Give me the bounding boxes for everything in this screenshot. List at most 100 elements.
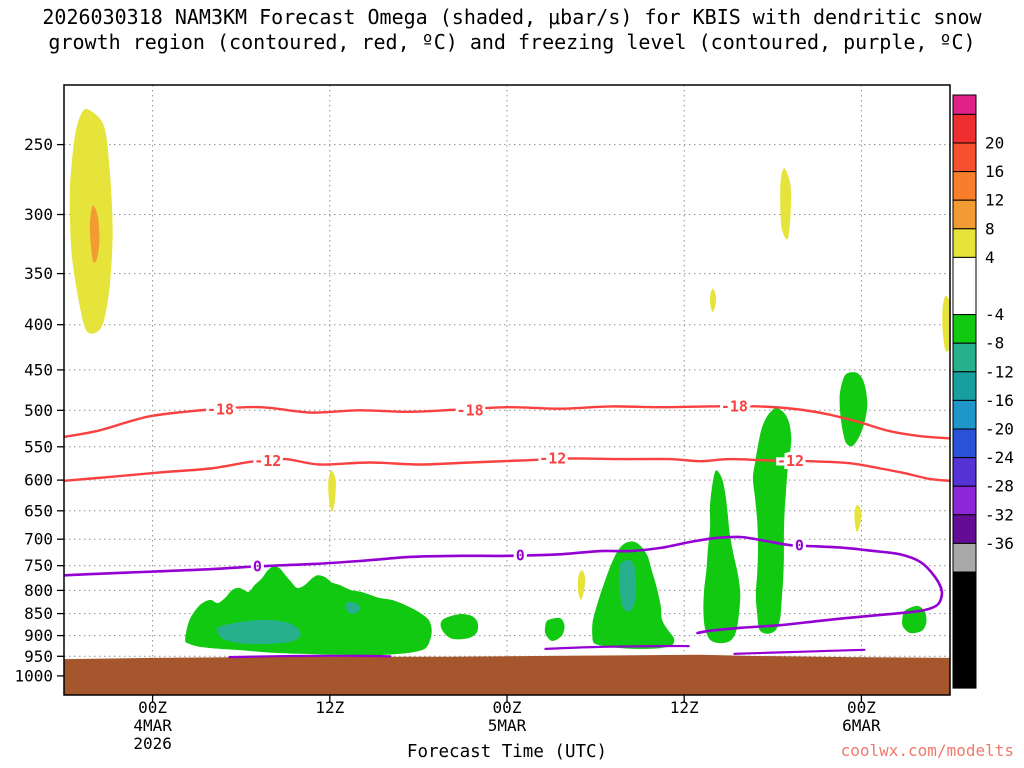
colorbar-segment bbox=[952, 428, 977, 459]
colorbar-tick-label: -8 bbox=[985, 334, 1004, 353]
colorbar-tick-label: -32 bbox=[985, 505, 1014, 524]
colorbar-tick-label: 16 bbox=[985, 162, 1004, 181]
time-tick-label: 00Z bbox=[138, 698, 167, 717]
grid-layer bbox=[64, 85, 950, 695]
dgz-contour-minus18-label: -18 bbox=[457, 401, 484, 419]
pressure-tick-label: 800 bbox=[24, 581, 53, 600]
colorbar-tick-label: -4 bbox=[985, 305, 1004, 324]
colorbar-tick-label: -36 bbox=[985, 534, 1014, 553]
omega-green-column-48h bbox=[752, 407, 792, 634]
pressure-tick-label: 300 bbox=[24, 205, 53, 224]
shading-layer bbox=[64, 108, 950, 695]
freezing-level-contour-main-label: 0 bbox=[253, 558, 262, 576]
freezing-level-contour-main-label: 0 bbox=[516, 546, 525, 564]
freezing-level-contour-sfc-b bbox=[544, 644, 690, 650]
colorbar-segment bbox=[952, 142, 977, 173]
omega-yellow-small-44h bbox=[709, 288, 717, 313]
time-tick-label: 00Z bbox=[847, 698, 876, 717]
chart-title-line2: growth region (contoured, red, ºC) and f… bbox=[48, 30, 976, 54]
omega-teal-core-small bbox=[345, 601, 361, 615]
freezing-level-contour-main bbox=[64, 535, 944, 635]
omega-green-main-lowlevel bbox=[185, 566, 432, 656]
dgz-contour-minus12-label: -12 bbox=[539, 450, 566, 468]
pressure-tick-label: 250 bbox=[24, 135, 53, 154]
omega-yellow-right-edge bbox=[942, 295, 950, 352]
x-axis-title: Forecast Time (UTC) bbox=[407, 742, 607, 762]
colorbar-tick-label: -20 bbox=[985, 420, 1014, 439]
omega-yellow-sliver-18h bbox=[328, 470, 336, 512]
colorbar-segment bbox=[952, 199, 977, 230]
chart-title: 2026030318 NAM3KM Forecast Omega (shaded… bbox=[0, 5, 1024, 55]
time-tick-label: 5MAR bbox=[488, 716, 527, 735]
dgz-contour-minus12-label: -12 bbox=[777, 452, 804, 470]
colorbar-segment bbox=[952, 371, 977, 401]
pressure-tick-label: 750 bbox=[24, 556, 53, 575]
colorbar-segment bbox=[952, 256, 977, 316]
colorbar-segment bbox=[952, 113, 977, 144]
colorbar-tick-label: -24 bbox=[985, 448, 1014, 467]
time-tick-label: 12Z bbox=[315, 698, 344, 717]
colorbar-tick-label: 8 bbox=[985, 219, 995, 238]
freezing-level-contour-main-label: 0 bbox=[795, 537, 804, 555]
colorbar-segment bbox=[952, 542, 977, 573]
chart-title-line1: 2026030318 NAM3KM Forecast Omega (shaded… bbox=[42, 5, 982, 29]
time-tick-label: 4MAR bbox=[133, 716, 172, 735]
pressure-tick-label: 450 bbox=[24, 360, 53, 379]
colorbar-tick-label: -12 bbox=[985, 362, 1014, 381]
omega-green-blob-54h-500mb bbox=[839, 372, 868, 447]
pressure-tick-label: 1000 bbox=[14, 666, 53, 685]
colorbar-tick-label: 4 bbox=[985, 248, 995, 267]
pressure-tick-label: 400 bbox=[24, 315, 53, 334]
omega-yellow-small-54h bbox=[854, 504, 862, 533]
colorbar-tick-label: -16 bbox=[985, 391, 1014, 410]
pressure-tick-label: 650 bbox=[24, 501, 53, 520]
contour-layer: -18 -18 -18 -12 -12 -12 0 0 0 bbox=[64, 394, 950, 659]
dgz-contour-minus18 bbox=[64, 404, 950, 440]
colorbar: 20 16 12 8 4 -4 -8 -12 -16 -20 -24 -28 -32 -36 bbox=[952, 94, 1014, 689]
axes-layer: 250 300 350 400 450 500 550 600 650 700 750 800 850 9… bbox=[14, 135, 881, 762]
dgz-contour-minus18-label: -18 bbox=[721, 397, 748, 415]
freezing-level-contour-sfc-a bbox=[228, 654, 392, 659]
omega-green-small-27h bbox=[440, 614, 479, 640]
omega-yellow-small-35h bbox=[577, 570, 586, 600]
freezing-level-contour-sfc-c bbox=[733, 648, 866, 655]
omega-yellow-sliver-49h-upper bbox=[780, 168, 792, 240]
pressure-tick-label: 700 bbox=[24, 530, 53, 549]
colorbar-segment bbox=[952, 171, 977, 201]
pressure-tick-label: 600 bbox=[24, 471, 53, 490]
omega-orange-core-upperleft bbox=[89, 205, 100, 263]
dgz-contour-minus12 bbox=[64, 457, 950, 482]
omega-green-sliver-33h bbox=[544, 617, 565, 642]
colorbar-segment bbox=[952, 399, 977, 430]
pressure-tick-label: 500 bbox=[24, 401, 53, 420]
time-tick-label: 2026 bbox=[133, 734, 172, 753]
colorbar-segment bbox=[952, 457, 977, 487]
time-tick-label: 12Z bbox=[670, 698, 699, 717]
pressure-tick-label: 350 bbox=[24, 264, 53, 283]
time-tick-label: 6MAR bbox=[842, 716, 881, 735]
time-tick-label: 00Z bbox=[493, 698, 522, 717]
dgz-contour-minus18-label: -18 bbox=[207, 401, 234, 419]
pressure-tick-label: 850 bbox=[24, 604, 53, 623]
colorbar-segment bbox=[952, 314, 977, 344]
colorbar-tick-label: -28 bbox=[985, 477, 1014, 496]
pressure-tick-label: 900 bbox=[24, 626, 53, 645]
colorbar-segment bbox=[952, 228, 977, 258]
pressure-tick-label: 950 bbox=[24, 647, 53, 666]
pressure-tick-label: 550 bbox=[24, 437, 53, 456]
colorbar-segment bbox=[952, 94, 977, 115]
colorbar-tick-label: 20 bbox=[985, 134, 1004, 153]
below-ground-fill bbox=[64, 654, 950, 695]
colorbar-segment bbox=[952, 342, 977, 373]
omega-green-column-45h bbox=[703, 470, 741, 644]
watermark-text: coolwx.com/modelts bbox=[840, 741, 1014, 760]
colorbar-segment bbox=[952, 571, 977, 689]
colorbar-segment bbox=[952, 514, 977, 544]
colorbar-segment bbox=[952, 485, 977, 516]
omega-teal-core-38h bbox=[618, 560, 637, 612]
omega-teal-core-main bbox=[216, 619, 301, 645]
dgz-contour-minus12-label: -12 bbox=[254, 452, 281, 470]
colorbar-tick-label: 12 bbox=[985, 191, 1004, 210]
